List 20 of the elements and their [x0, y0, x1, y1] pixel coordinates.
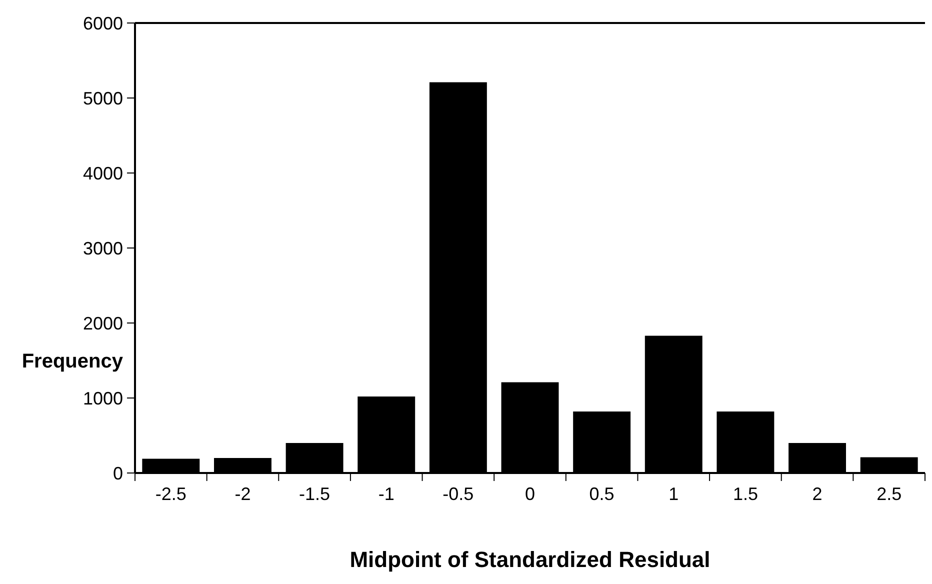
x-tick-label: -2	[234, 484, 251, 504]
y-axis-title: Frequency	[22, 350, 124, 372]
y-tick-label: 4000	[82, 163, 123, 184]
y-tick-label: 3000	[82, 238, 123, 258]
y-tick-label: 6000	[82, 13, 123, 34]
y-tick-label: 5000	[82, 88, 123, 108]
x-tick-label: -1.5	[299, 484, 330, 504]
x-tick-label: -2.5	[155, 484, 186, 504]
x-tick-label: 2	[812, 484, 822, 504]
x-tick-label: 0.5	[589, 484, 614, 504]
x-tick-label: 1.5	[732, 484, 758, 504]
x-axis-title: Midpoint of Standardized Residual	[350, 547, 710, 572]
x-tick-label: 1	[668, 484, 679, 504]
x-tick-label: 2.5	[876, 484, 902, 504]
y-tick-label: 0	[112, 463, 123, 484]
x-tick-label: -0.5	[442, 484, 474, 504]
y-tick-label: 2000	[82, 313, 123, 334]
y-tick-label: 1000	[82, 388, 123, 408]
x-tick-label: 0	[524, 484, 536, 504]
x-tick-label: -1	[378, 484, 394, 504]
